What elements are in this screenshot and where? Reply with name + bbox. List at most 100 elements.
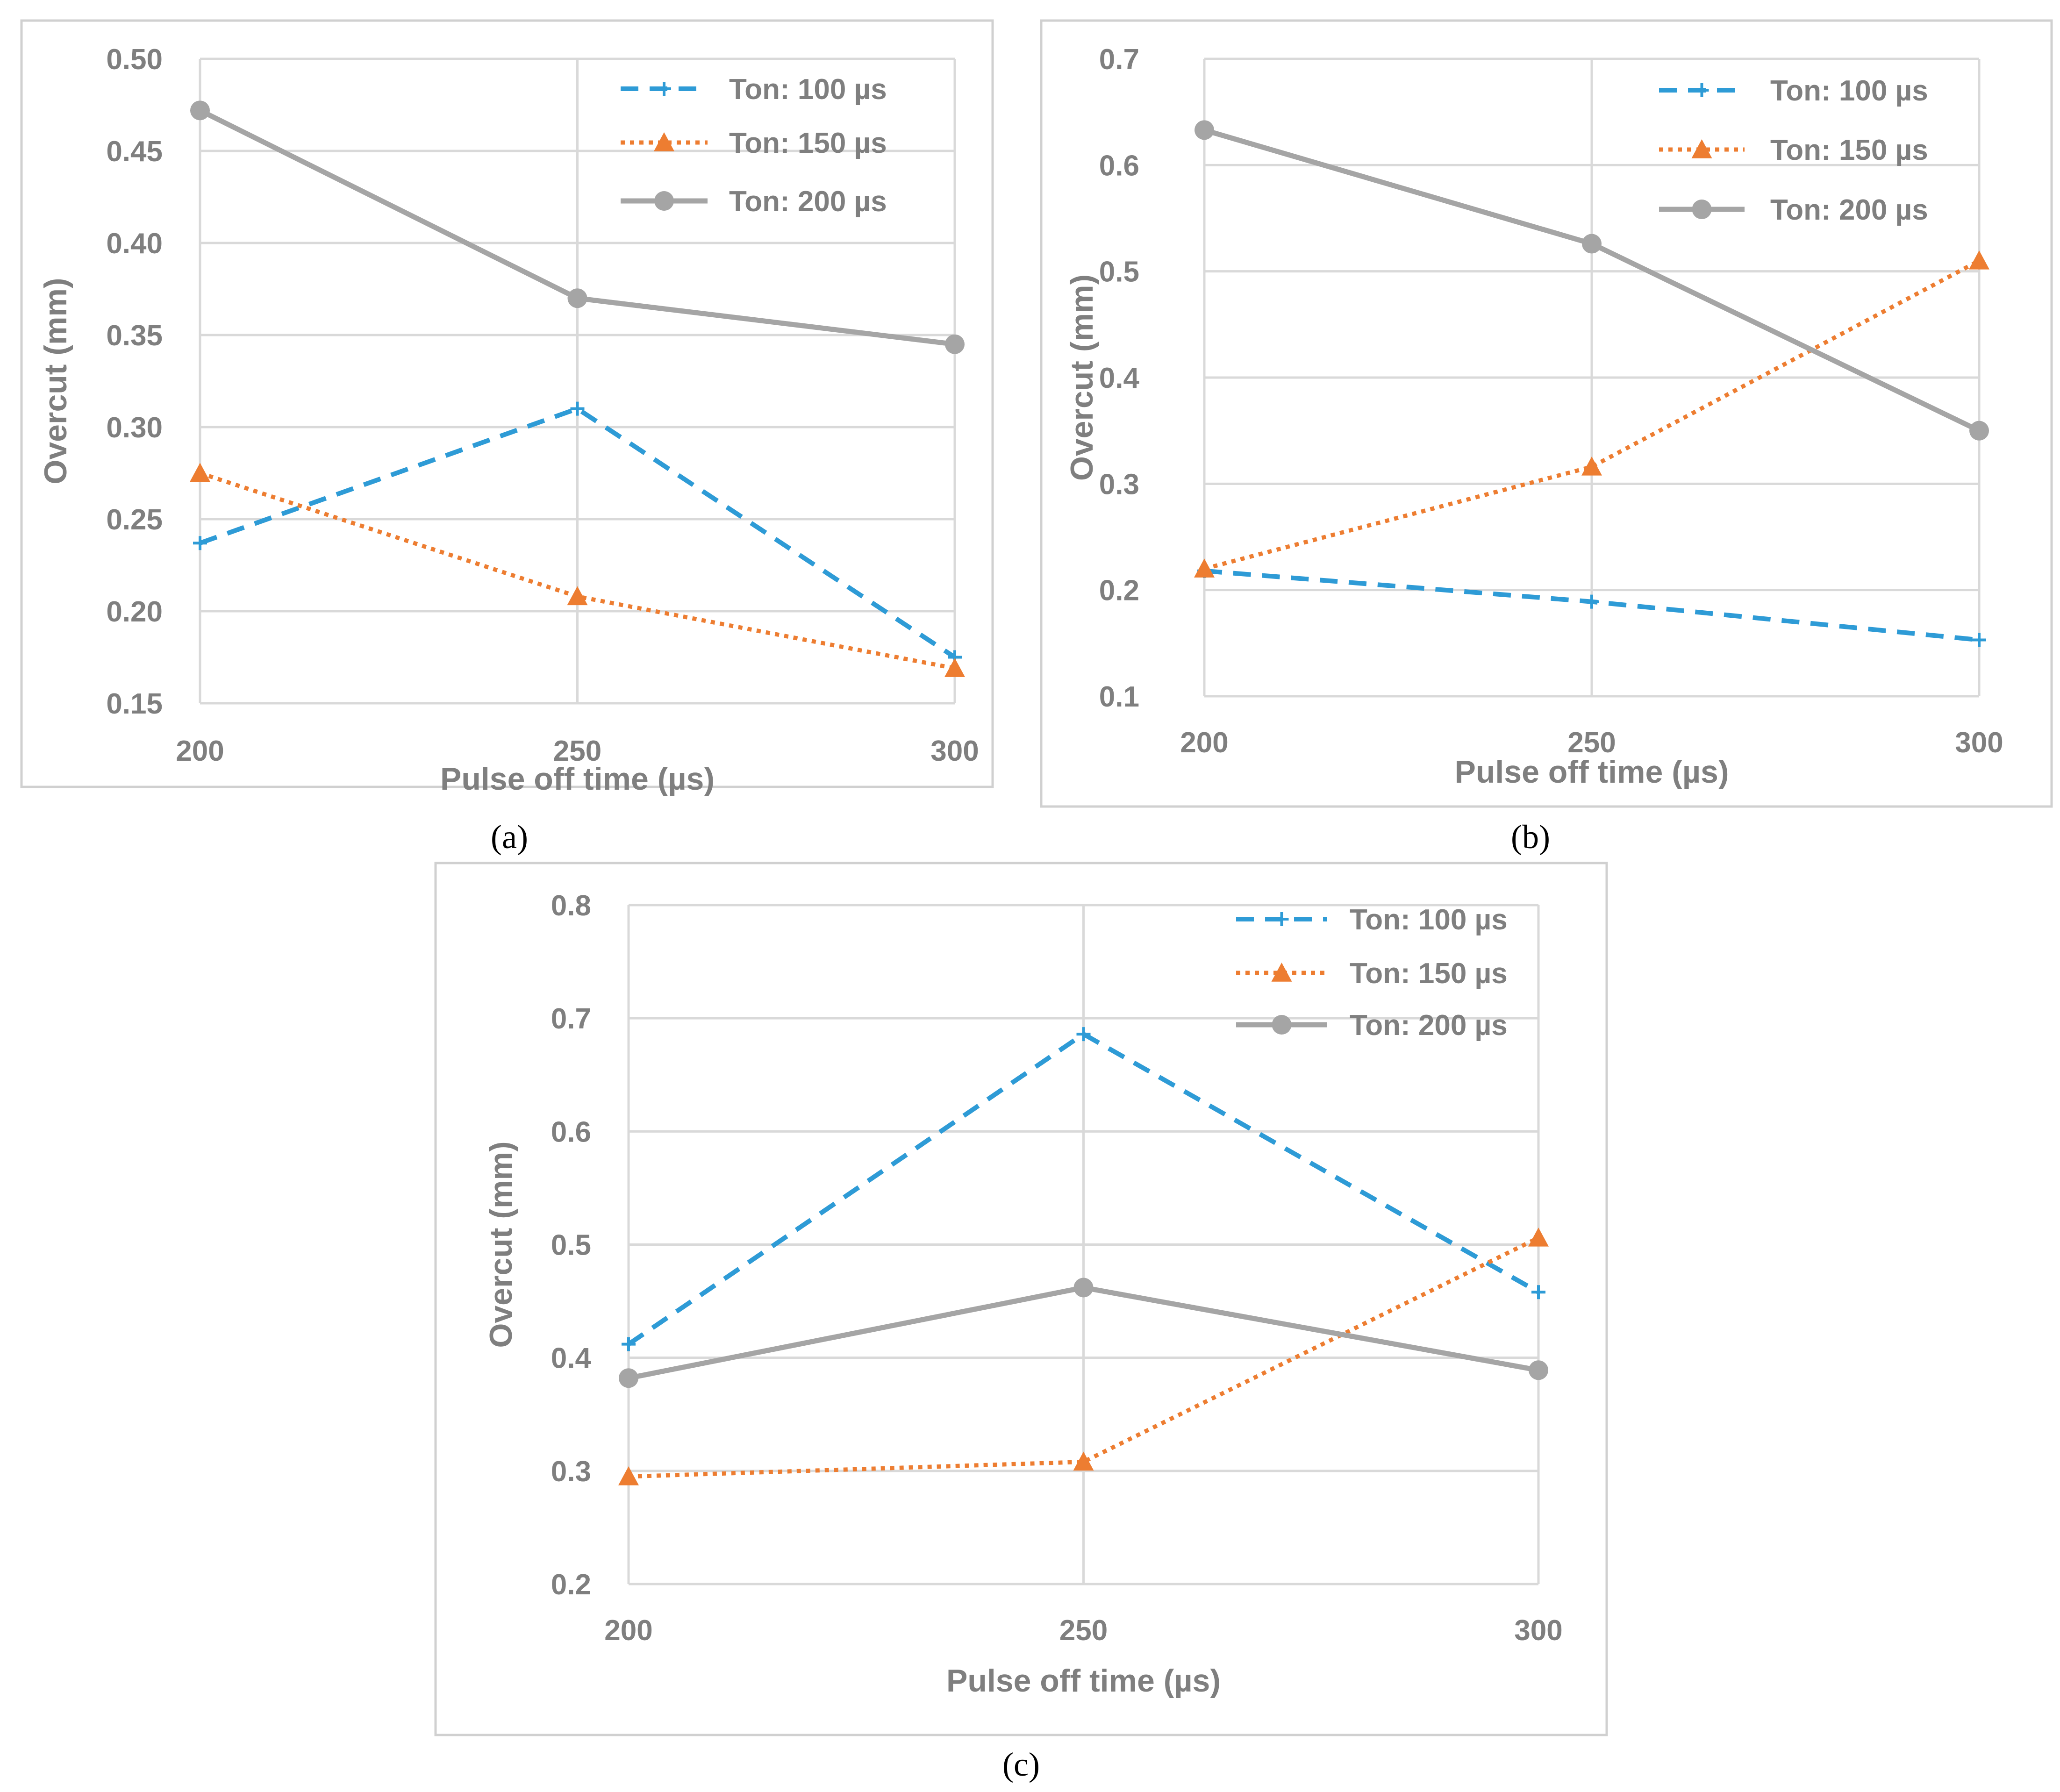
x-tick-label: 200 xyxy=(176,735,224,767)
x-tick-label: 200 xyxy=(604,1614,652,1647)
y-tick-label: 0.3 xyxy=(1099,468,1139,500)
data-point xyxy=(190,100,210,121)
legend: Ton: 100 µs Ton: 150 µs Ton: 200 µs xyxy=(1659,75,1928,226)
legend-label: Ton: 150 µs xyxy=(1350,957,1508,990)
x-axis-title: Pulse off time (µs) xyxy=(440,761,715,797)
series-100us xyxy=(622,1027,1545,1351)
series-200us xyxy=(619,1278,1548,1388)
y-tick-label: 0.5 xyxy=(1099,256,1139,288)
data-point xyxy=(1582,234,1602,254)
legend-label: Ton: 200 µs xyxy=(729,186,887,218)
data-point xyxy=(1972,633,1986,647)
x-tick-label: 300 xyxy=(1955,727,2003,759)
legend-marker xyxy=(1271,963,1292,982)
data-point xyxy=(1581,456,1602,476)
y-tick-label: 0.2 xyxy=(1099,575,1139,607)
y-tick-label: 0.30 xyxy=(106,412,163,444)
data-point xyxy=(1528,1227,1549,1247)
legend: Ton: 100 µs Ton: 150 µs Ton: 200 µs xyxy=(1236,904,1508,1042)
y-tick-label: 0.50 xyxy=(106,43,163,76)
data-point xyxy=(1969,421,1989,441)
chart-frame xyxy=(1040,19,2053,808)
panel-caption: (c) xyxy=(1002,1746,1040,1783)
legend-marker xyxy=(1695,83,1709,97)
x-tick-label: 200 xyxy=(1180,727,1228,759)
x-tick-label: 300 xyxy=(1514,1614,1562,1647)
y-axis-title: Overcut (mm) xyxy=(38,278,73,484)
series-line xyxy=(628,1235,1539,1479)
legend-label: Ton: 150 µs xyxy=(729,127,887,159)
data-point xyxy=(1529,1360,1548,1380)
y-tick-label: 0.2 xyxy=(551,1569,591,1601)
legend-label: Ton: 100 µs xyxy=(729,73,887,106)
x-tick-label: 250 xyxy=(553,735,601,767)
series-line xyxy=(199,471,955,671)
data-point xyxy=(567,288,587,308)
series-line xyxy=(199,406,956,659)
x-tick-label: 250 xyxy=(1567,727,1616,759)
series-150us xyxy=(618,1227,1549,1485)
chart-panel-a: 0.15 0.20 0.25 0.30 0.35 0.40 0.45 0.50 200 250 30… xyxy=(20,19,994,797)
y-axis-title: Overcut (mm) xyxy=(483,1141,519,1348)
series-line xyxy=(1203,258,1981,571)
y-tick-label: 0.35 xyxy=(106,320,163,352)
panel-caption: (b) xyxy=(1511,818,1550,856)
y-tick-label: 0.15 xyxy=(106,688,163,720)
legend-marker xyxy=(654,191,674,211)
data-point xyxy=(1195,120,1214,140)
y-tick-label: 0.3 xyxy=(551,1456,591,1488)
data-point xyxy=(945,334,965,354)
y-axis-title: Overcut (mm) xyxy=(1064,274,1100,481)
series-200us xyxy=(190,100,965,354)
legend-marker xyxy=(654,132,674,151)
data-point xyxy=(622,1337,636,1351)
chart-panel-b: 0.1 0.2 0.3 0.4 0.5 0.6 0.7 200 250 300 Pulse off … xyxy=(1040,19,2053,808)
legend-marker xyxy=(1272,1015,1292,1035)
chart-panel-c: 0.2 0.3 0.4 0.5 0.6 0.7 0.8 200 250 300 Pulse off … xyxy=(434,862,1608,1736)
y-tick-label: 0.25 xyxy=(106,504,163,536)
data-point xyxy=(1194,558,1215,578)
x-tick-label: 300 xyxy=(930,735,979,767)
legend-label: Ton: 150 µs xyxy=(1770,134,1928,166)
data-point xyxy=(1076,1027,1091,1042)
series-150us xyxy=(1194,250,1989,578)
legend: Ton: 100 µs Ton: 150 µs Ton: 200 µs xyxy=(621,73,887,218)
data-point xyxy=(190,463,210,482)
series-200us xyxy=(1195,120,1989,441)
legend-label: Ton: 200 µs xyxy=(1350,1009,1508,1042)
x-axis-title: Pulse off time (µs) xyxy=(1454,754,1729,790)
data-point xyxy=(618,1466,639,1485)
y-tick-label: 0.6 xyxy=(551,1116,591,1148)
x-tick-label: 250 xyxy=(1059,1614,1108,1647)
panel-caption: (a) xyxy=(491,818,528,856)
data-point xyxy=(619,1368,638,1388)
data-point xyxy=(1969,250,1989,270)
legend-marker xyxy=(657,82,671,96)
data-point xyxy=(1073,1451,1094,1471)
y-tick-label: 0.7 xyxy=(551,1003,591,1035)
y-tick-label: 0.20 xyxy=(106,596,163,628)
y-tick-label: 0.1 xyxy=(1099,681,1139,713)
data-point xyxy=(567,586,588,606)
legend-label: Ton: 100 µs xyxy=(1350,904,1508,936)
series-150us xyxy=(190,463,965,677)
data-point xyxy=(1073,1278,1094,1298)
legend-marker xyxy=(1691,139,1712,158)
y-tick-label: 0.8 xyxy=(551,890,591,922)
x-axis-title: Pulse off time (µs) xyxy=(946,1663,1221,1699)
data-point xyxy=(1585,594,1599,609)
legend-label: Ton: 200 µs xyxy=(1770,194,1928,226)
y-tick-label: 0.5 xyxy=(551,1229,591,1262)
legend-label: Ton: 100 µs xyxy=(1770,75,1928,107)
y-tick-label: 0.4 xyxy=(1099,362,1140,394)
y-tick-label: 0.4 xyxy=(551,1342,592,1375)
data-point xyxy=(570,401,585,416)
chart-frame xyxy=(20,19,994,788)
y-tick-label: 0.45 xyxy=(106,136,163,168)
data-point xyxy=(193,536,207,550)
data-point xyxy=(1531,1285,1545,1299)
legend-marker xyxy=(1692,200,1712,219)
data-point xyxy=(944,658,965,677)
y-tick-label: 0.6 xyxy=(1099,150,1139,182)
